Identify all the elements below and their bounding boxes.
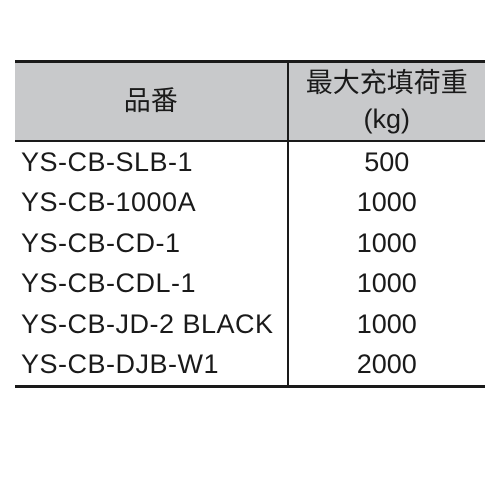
cell-part-number: YS-CB-SLB-1 xyxy=(15,141,288,182)
cell-part-number: YS-CB-1000A xyxy=(15,182,288,222)
cell-part-number: YS-CB-DJB-W1 xyxy=(15,344,288,386)
spec-table: 品番 最大充填荷重(kg) YS-CB-SLB-1 500 YS-CB-1000… xyxy=(15,60,485,388)
header-part-number: 品番 xyxy=(15,62,288,141)
cell-max-load: 1000 xyxy=(288,304,485,344)
table-row: YS-CB-1000A 1000 xyxy=(15,182,485,222)
header-row: 品番 最大充填荷重(kg) xyxy=(15,62,485,141)
cell-max-load: 1000 xyxy=(288,182,485,222)
cell-part-number: YS-CB-CD-1 xyxy=(15,223,288,263)
cell-max-load: 1000 xyxy=(288,223,485,263)
cell-part-number: YS-CB-JD-2 BLACK xyxy=(15,304,288,344)
cell-max-load: 500 xyxy=(288,141,485,182)
spec-table-container: 品番 最大充填荷重(kg) YS-CB-SLB-1 500 YS-CB-1000… xyxy=(15,60,485,388)
table-row: YS-CB-JD-2 BLACK 1000 xyxy=(15,304,485,344)
table-row: YS-CB-SLB-1 500 xyxy=(15,141,485,182)
table-row: YS-CB-CDL-1 1000 xyxy=(15,263,485,303)
cell-part-number: YS-CB-CDL-1 xyxy=(15,263,288,303)
table-row: YS-CB-CD-1 1000 xyxy=(15,223,485,263)
cell-max-load: 1000 xyxy=(288,263,485,303)
table-row: YS-CB-DJB-W1 2000 xyxy=(15,344,485,386)
header-max-load: 最大充填荷重(kg) xyxy=(288,62,485,141)
cell-max-load: 2000 xyxy=(288,344,485,386)
